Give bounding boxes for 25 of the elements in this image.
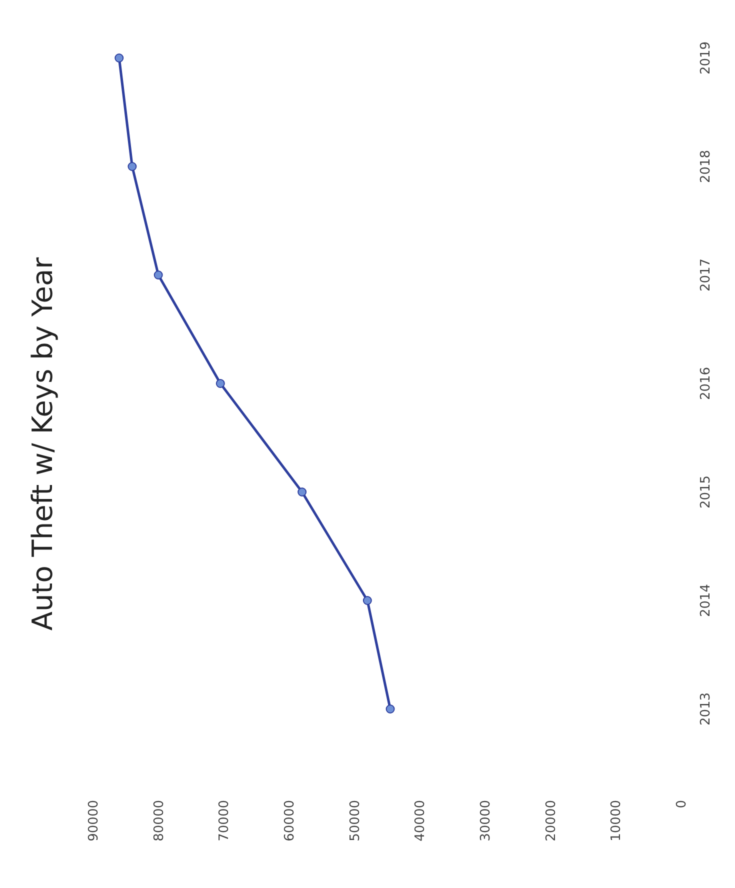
y-tick-label: 2015 (698, 475, 714, 509)
point (216, 379, 225, 388)
point (298, 488, 307, 496)
text: Auto Theft w/ Keys by Year (26, 256, 59, 631)
y-tick-label: 2016 (698, 366, 714, 400)
y-tick-label: 2018 (698, 150, 714, 184)
point (128, 162, 137, 171)
x-tick-label: 40000 (413, 800, 428, 842)
x-tick-label: 60000 (282, 800, 298, 842)
point (386, 704, 395, 714)
x-tick-label: 90000 (86, 800, 102, 842)
x-tick-label: 70000 (217, 800, 232, 842)
x-tick-label: 0 (674, 800, 690, 808)
x-tick-label: 80000 (152, 800, 167, 842)
y-tick-label: 2013 (698, 692, 714, 726)
point (114, 54, 124, 62)
y-tick-label: 2017 (698, 258, 714, 292)
x-tick-label: 20000 (544, 800, 559, 842)
point (154, 270, 163, 280)
point (362, 596, 372, 605)
x-tick-label: 30000 (478, 800, 494, 842)
y-tick-label: 2019 (698, 41, 714, 75)
y-tick-label: 2014 (698, 584, 714, 618)
x-tick-label: 50000 (348, 800, 363, 842)
x-tick-label: 10000 (609, 800, 624, 842)
